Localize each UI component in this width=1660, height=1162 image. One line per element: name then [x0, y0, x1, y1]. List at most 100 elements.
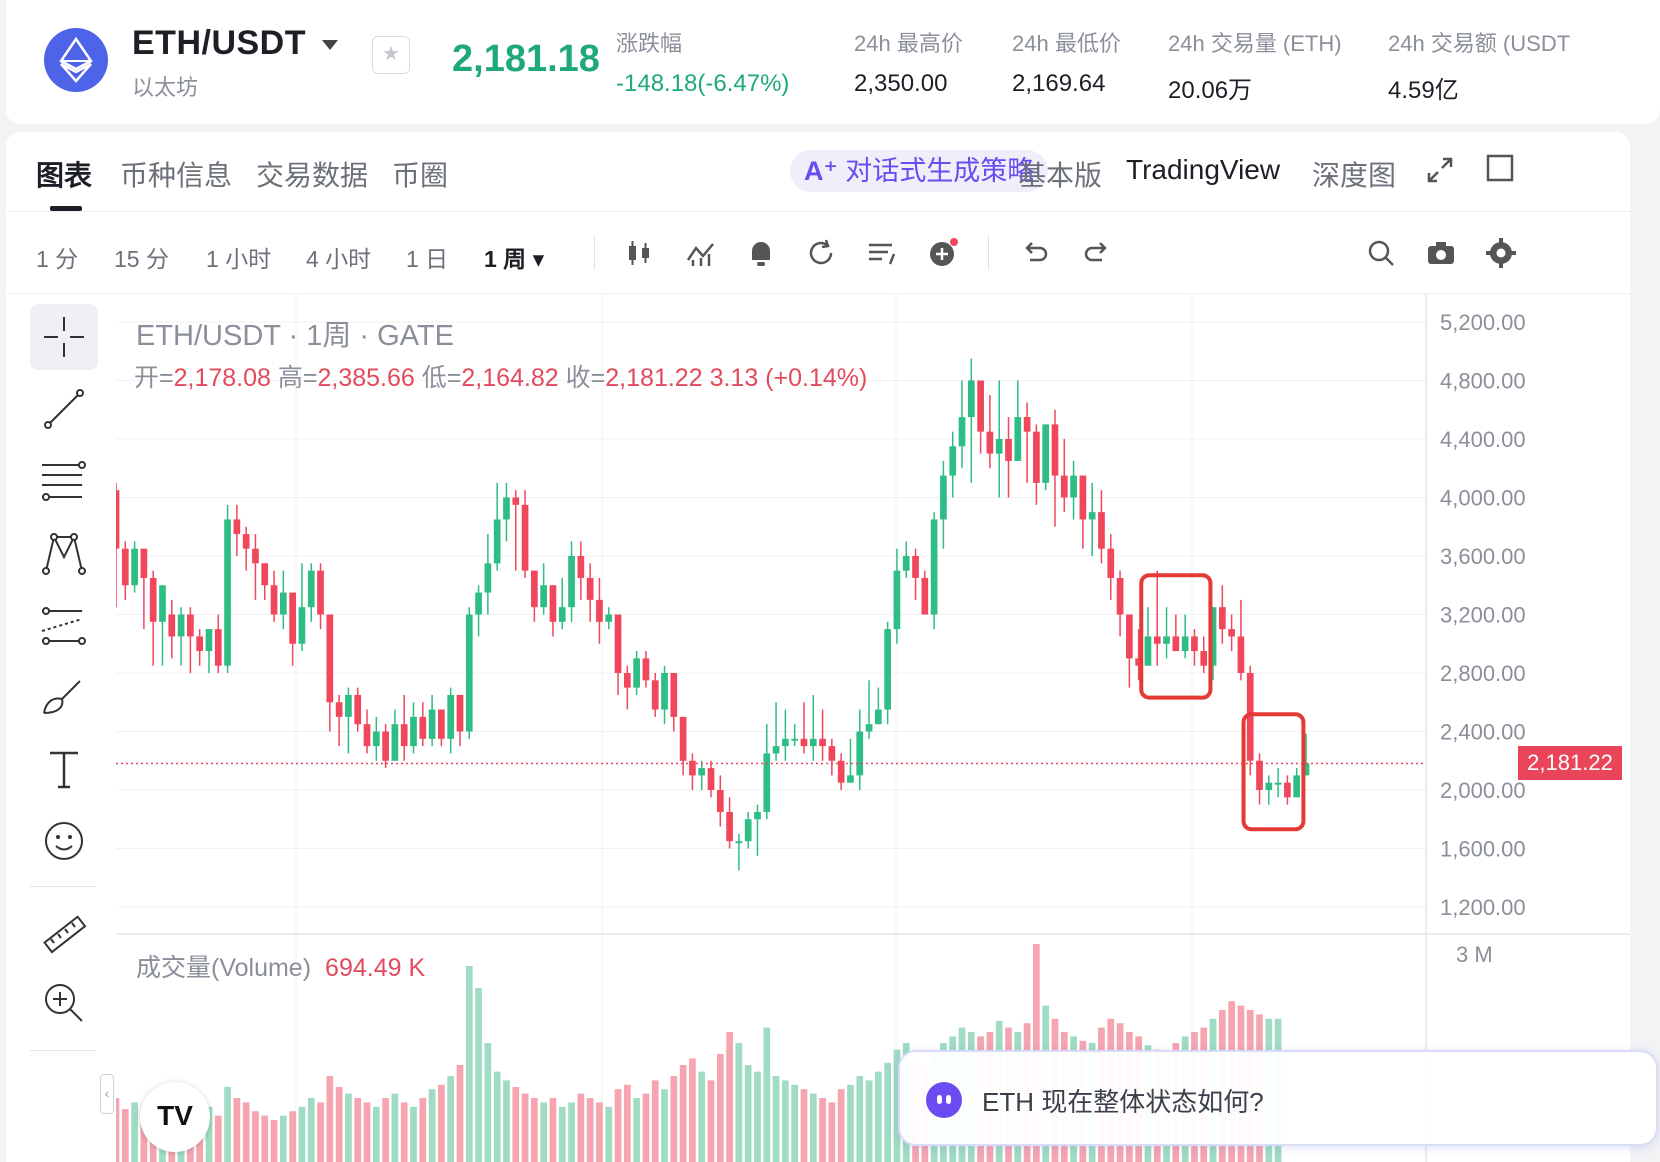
redo-icon[interactable]: [1080, 236, 1114, 270]
tab-basic[interactable]: 基本版: [1018, 160, 1103, 191]
volume-bar: [847, 1084, 854, 1162]
search-icon[interactable]: [1364, 236, 1398, 270]
stat-label: 24h 交易量 (ETH): [1168, 31, 1342, 56]
ruler-tool[interactable]: [30, 902, 98, 968]
coin-name: 以太坊: [132, 75, 199, 100]
volume-bar: [642, 1093, 650, 1162]
interval-15m[interactable]: 15 分: [114, 246, 169, 272]
ai-strategy-button[interactable]: A⁺ 对话式生成策略: [790, 150, 1049, 192]
zoom-tool[interactable]: [30, 970, 98, 1036]
turnover-stat: 24h 交易额 (USDT 4.59亿: [1388, 26, 1570, 105]
candle-body: [233, 519, 241, 535]
volume-bar: [242, 1102, 250, 1162]
candle-body: [1088, 512, 1096, 520]
add-icon[interactable]: [926, 236, 960, 270]
ai-icon: A⁺: [804, 156, 838, 186]
undo-icon[interactable]: [1018, 236, 1052, 270]
candle-body: [995, 439, 1003, 454]
interval-4h[interactable]: 4 小时: [306, 246, 372, 272]
crosshair-tool[interactable]: [30, 304, 98, 370]
ai-strategy-label: 对话式生成策略: [845, 156, 1035, 186]
tab-chart[interactable]: 图表: [36, 160, 93, 191]
low-stat: 24h 最低价 2,169.64: [1012, 26, 1121, 98]
alert-icon[interactable]: [744, 236, 778, 270]
candle-body: [1098, 512, 1105, 549]
toolbar-divider: [594, 236, 595, 270]
tab-community[interactable]: 币圈: [392, 160, 449, 191]
volume-bar: [865, 1080, 873, 1162]
tab-trade-data[interactable]: 交易数据: [256, 160, 369, 191]
volume-bar: [809, 1093, 817, 1162]
layout-icon[interactable]: [864, 236, 898, 270]
collapse-toolbar-icon[interactable]: ‹: [100, 1074, 114, 1114]
tradingview-logo-icon[interactable]: TV: [140, 1082, 210, 1152]
candle-body: [1163, 636, 1170, 644]
candle-body: [382, 731, 389, 761]
candle-body: [1172, 636, 1180, 652]
tab-depth[interactable]: 深度图: [1312, 160, 1397, 191]
pair-dropdown-icon[interactable]: [322, 40, 338, 50]
pair-symbol[interactable]: ETH/USDT: [132, 24, 306, 62]
volume-bar: [893, 1049, 901, 1162]
candle-body: [140, 548, 148, 578]
candle-body: [1116, 577, 1124, 615]
camera-icon[interactable]: [1424, 236, 1458, 270]
candlestick-chart[interactable]: 5,200.00 4,800.00 4,400.00 4,000.00 3,600.00…: [116, 294, 1630, 1162]
volume-bar: [465, 966, 473, 1162]
y-tick-label: 2,800.00: [1440, 661, 1526, 686]
text-icon: [50, 751, 78, 789]
interval-1w[interactable]: 1 周 ▾: [484, 240, 544, 274]
candle-body: [1228, 629, 1235, 637]
channel-tool[interactable]: [30, 592, 98, 658]
volume-bar: [633, 1098, 640, 1162]
fib-tool[interactable]: [30, 448, 98, 514]
volume-bar: [140, 1115, 148, 1162]
brush-tool[interactable]: [30, 664, 98, 730]
candle-body: [1042, 424, 1050, 483]
expand-icon[interactable]: [1424, 154, 1456, 186]
volume-bar: [689, 1058, 696, 1162]
settings-icon[interactable]: [1484, 236, 1518, 270]
candle-body: [1153, 636, 1161, 644]
candle-body: [131, 548, 138, 586]
window-icon[interactable]: [1484, 152, 1516, 184]
candle-body: [930, 519, 938, 615]
candle-body: [726, 811, 733, 842]
volume-bar: [800, 1089, 808, 1162]
candle-body: [549, 585, 557, 622]
y-tick-label: 1,600.00: [1440, 837, 1526, 862]
text-tool[interactable]: [30, 736, 98, 802]
replay-icon[interactable]: [804, 236, 838, 270]
smiley-icon: [45, 822, 83, 860]
volume-bar: [252, 1111, 259, 1162]
emoji-tool[interactable]: [30, 808, 98, 874]
tab-coin-info[interactable]: 币种信息: [120, 160, 233, 191]
candle-body: [1274, 782, 1282, 785]
volume-bar: [363, 1102, 371, 1162]
chart-area[interactable]: 5,200.00 4,800.00 4,400.00 4,000.00 3,600.00…: [116, 294, 1630, 1162]
interval-1h[interactable]: 1 小时: [206, 246, 272, 272]
candle-body: [1060, 475, 1068, 498]
close-label: 收=: [565, 364, 606, 392]
candle-body: [1246, 673, 1254, 761]
interval-1d[interactable]: 1 日: [406, 246, 449, 272]
volume-bar: [345, 1093, 352, 1162]
favorite-star-icon[interactable]: ★: [372, 36, 410, 74]
candles-icon[interactable]: [622, 236, 656, 270]
indicators-icon[interactable]: [684, 236, 718, 270]
candle-body: [661, 673, 668, 710]
candle-body: [1218, 607, 1226, 630]
tab-tradingview[interactable]: TradingView: [1126, 154, 1281, 185]
pattern-tool[interactable]: [30, 520, 98, 586]
highlight-box: [1139, 573, 1213, 700]
interval-1m[interactable]: 1 分: [36, 246, 79, 272]
ai-assistant-prompt[interactable]: ETH 现在整体状态如何?: [898, 1050, 1658, 1146]
candle-body: [1079, 475, 1087, 520]
trendline-tool[interactable]: [30, 376, 98, 442]
y-tick-label: 4,800.00: [1440, 369, 1526, 394]
volume-bar: [707, 1080, 715, 1162]
candle-body: [1126, 614, 1133, 659]
low-label: 低=: [421, 364, 462, 392]
candle-body: [744, 819, 752, 842]
candle-body: [698, 768, 706, 776]
